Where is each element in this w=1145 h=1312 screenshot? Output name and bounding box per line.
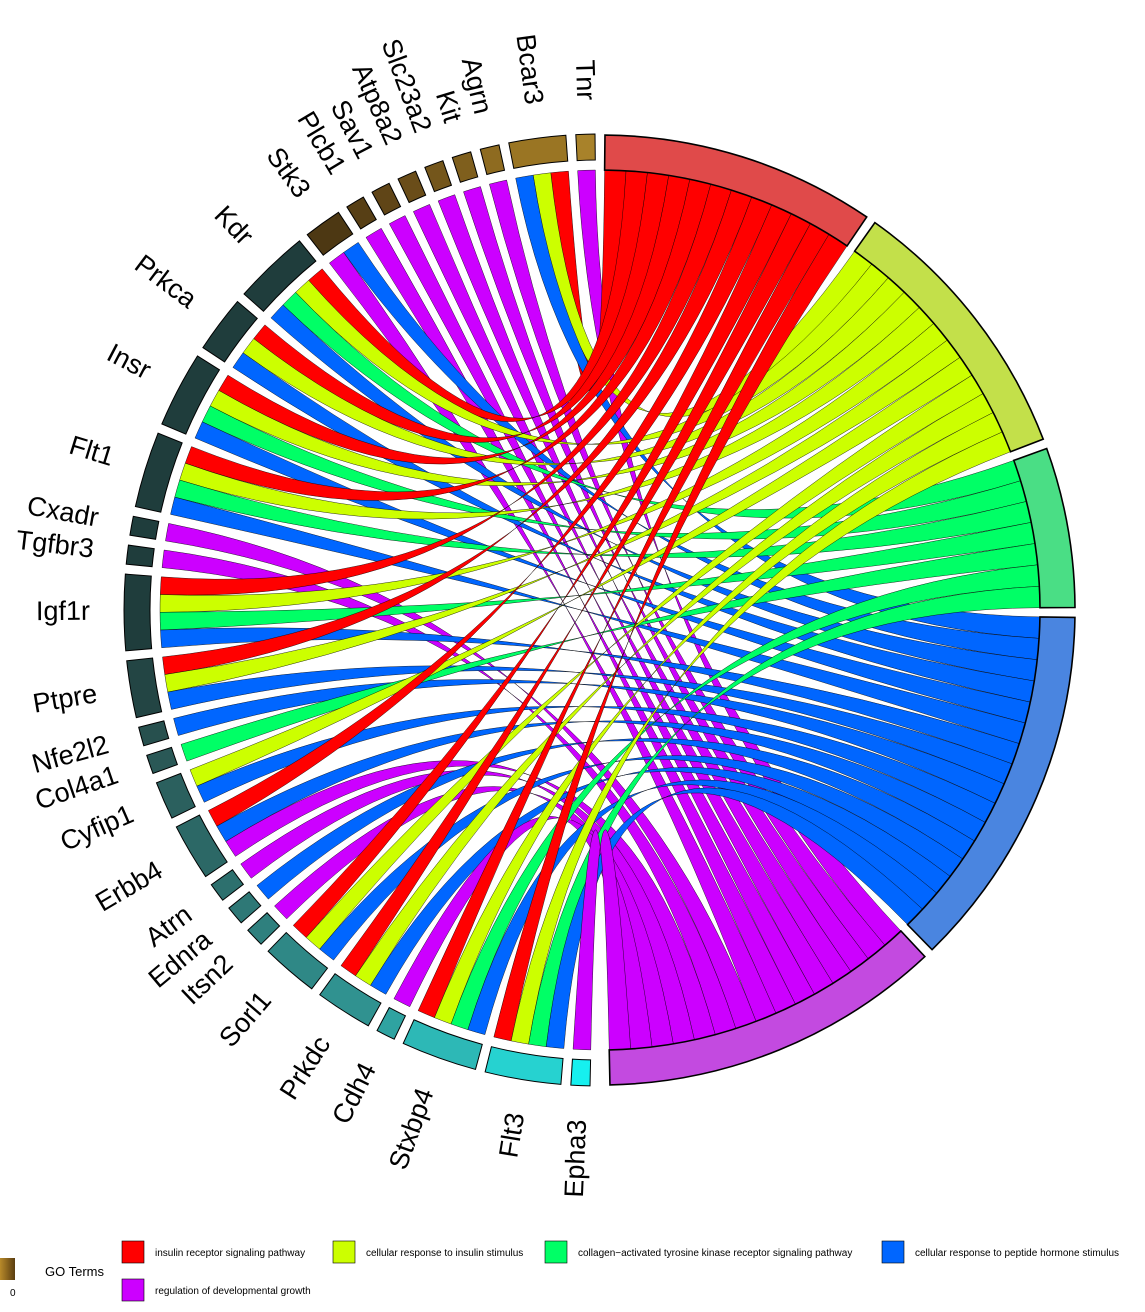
gene-arc-cdh4 [376,1006,407,1040]
gene-label-ptpre: Ptpre [31,678,100,718]
gene-arc-itsn2 [247,912,281,945]
gene-label-cyfip1: Cyfip1 [56,799,138,857]
gene-arc-bcar3 [508,134,569,169]
gene-label-insr: Insr [102,338,156,385]
gene-arc-ptpre [126,657,163,719]
gene-arc-kit [451,151,479,183]
gene-label-prkca: Prkca [129,249,203,315]
term-arc-4 [608,929,926,1086]
gene-arc-ednra [228,891,262,924]
gene-label-flt3: Flt3 [493,1111,530,1160]
legend: 0 GO Terms insulin receptor signaling pa… [0,1240,1119,1302]
gene-label-kdr: Kdr [209,200,260,251]
gene-label-erbb4: Erbb4 [90,855,167,917]
term-arc-1 [853,221,1045,453]
legend-label-4: regulation of developmental growth [155,1286,311,1297]
legend-label-2: collagen−activated tyrosine kinase recep… [578,1248,852,1259]
gene-arc-sorl1 [267,931,329,990]
gene-label-bcar3: Bcar3 [510,32,549,106]
gene-label-tgfbr3: Tgfbr3 [14,525,95,564]
gene-label-cdh4: Cdh4 [326,1058,382,1129]
gene-arcs-layer [123,133,596,1087]
gene-arc-col4a1 [146,746,179,775]
gene-arc-atp8a2 [397,170,427,204]
gene-arc-atrn [210,869,245,901]
gene-arc-prkca [202,300,258,363]
gene-arc-sav1 [371,182,402,216]
gene-arc-erbb4 [175,814,228,878]
gene-label-stxbp4: Stxbp4 [383,1084,440,1173]
gene-arc-plcb1 [346,196,377,230]
gene-arc-kdr [243,240,317,312]
gene-label-sorl1: Sorl1 [213,985,277,1052]
gene-arc-epha3 [570,1058,592,1087]
logfc-scale-label: 0 [10,1288,16,1299]
term-arcs-layer [603,134,1076,1086]
term-arc-0 [603,134,868,248]
gene-arc-insr [161,355,221,435]
legend-swatch-3 [881,1240,905,1264]
legend-label-1: cellular response to insulin stimulus [366,1248,523,1259]
gene-label-flt1: Flt1 [66,430,118,472]
gene-label-igf1r: Igf1r [36,596,90,626]
legend-swatch-0 [121,1240,145,1264]
gene-label-epha3: Epha3 [559,1119,592,1198]
gene-label-prkdc: Prkdc [274,1031,336,1105]
term-arc-3 [906,616,1076,951]
gene-arc-igf1r [123,573,153,652]
logfc-scale-swatch [0,1258,15,1280]
gene-arc-flt3 [484,1046,564,1085]
term-arc-2 [1012,447,1076,609]
legend-label-0: insulin receptor signaling pathway [155,1248,305,1259]
gene-arc-nfe2l2 [138,720,170,747]
gene-arc-prkdc [319,973,382,1027]
gene-arc-agrn [479,144,506,176]
gene-arc-cyfip1 [155,772,196,819]
gene-arc-slc23a2 [424,160,453,193]
gene-arc-tnr [575,133,596,162]
legend-title: GO Terms [45,1264,104,1279]
gene-arc-stk3 [306,211,354,256]
ribbons-layer [159,169,1041,1051]
legend-label-3: cellular response to peptide hormone sti… [915,1248,1119,1259]
gene-label-tnr: Tnr [570,59,601,100]
legend-swatch-2 [544,1240,568,1264]
gene-label-stk3: Stk3 [261,142,317,203]
gene-arc-tgfbr3 [125,544,155,568]
gene-arc-flt1 [134,432,183,513]
legend-swatch-1 [332,1240,356,1264]
gene-arc-cxadr [129,515,160,540]
legend-swatch-4 [121,1278,145,1302]
gene-arc-stxbp4 [402,1019,483,1071]
